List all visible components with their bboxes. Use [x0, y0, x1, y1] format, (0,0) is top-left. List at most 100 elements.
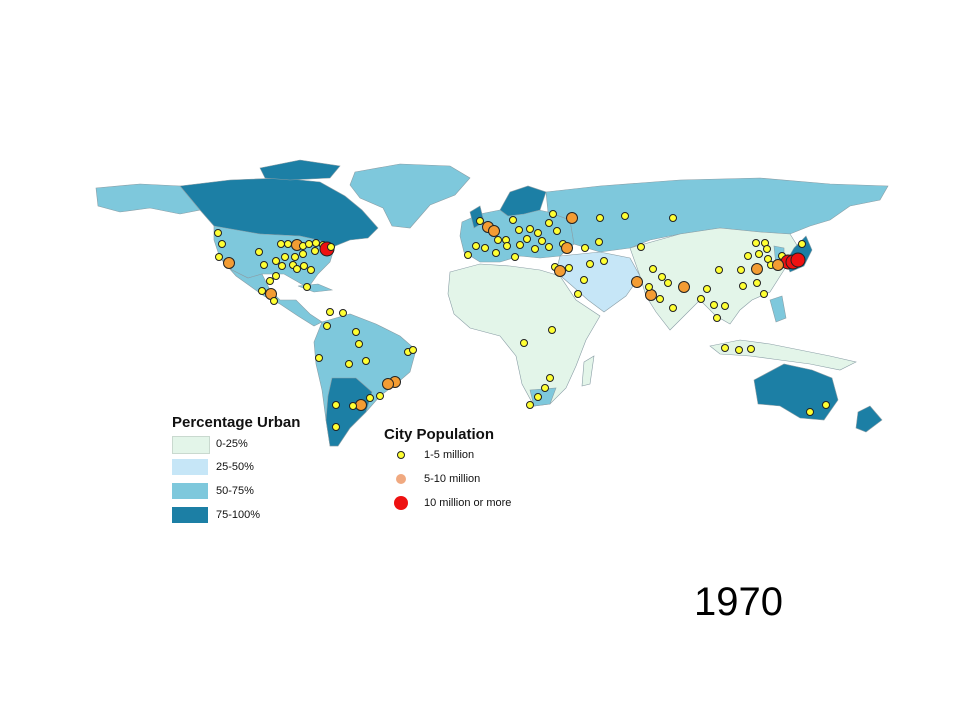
- city-dot-1-5m: [494, 236, 502, 244]
- city-dot-1-5m: [580, 276, 588, 284]
- city-dot-1-5m: [548, 326, 556, 334]
- city-dot-1-5m: [600, 257, 608, 265]
- city-dot-5-10m: [488, 225, 500, 237]
- city-dot-1-5m: [492, 249, 500, 257]
- city-dot-1-5m: [715, 266, 723, 274]
- city-dot-5-10m: [382, 378, 394, 390]
- australia: [753, 363, 839, 421]
- city-dot-10m-plus: [790, 252, 806, 268]
- city-dot-1-5m: [596, 214, 604, 222]
- greenland: [349, 163, 471, 229]
- city-dot-5-10m: [566, 212, 578, 224]
- city-dot-5-10m: [678, 281, 690, 293]
- city-dot-1-5m: [355, 340, 363, 348]
- cuba: [297, 283, 334, 293]
- city-dot-5-10m: [561, 242, 573, 254]
- indonesia: [709, 339, 857, 371]
- city-dot-5-10m: [223, 257, 235, 269]
- legend-city-label-large: 10 million or more: [424, 497, 512, 509]
- city-dot-1-5m: [312, 239, 320, 247]
- city-dot-1-5m: [822, 401, 830, 409]
- city-dot-1-5m: [669, 304, 677, 312]
- legend-label-25-50: 25-50%: [216, 461, 254, 473]
- city-dot-1-5m: [747, 345, 755, 353]
- southern-cone: [325, 377, 373, 447]
- city-dot-1-5m: [464, 251, 472, 259]
- city-dot-1-5m: [710, 301, 718, 309]
- city-dot-1-5m: [664, 279, 672, 287]
- city-dot-1-5m: [735, 346, 743, 354]
- city-dot-1-5m: [332, 401, 340, 409]
- city-dot-1-5m: [352, 328, 360, 336]
- city-dot-1-5m: [721, 344, 729, 352]
- city-dot-1-5m: [277, 240, 285, 248]
- city-dot-1-5m: [595, 238, 603, 246]
- arctic-islands: [259, 159, 341, 181]
- city-dot-1-5m: [541, 384, 549, 392]
- city-dot-1-5m: [270, 297, 278, 305]
- city-dot-1-5m: [339, 309, 347, 317]
- city-dot-1-5m: [284, 240, 292, 248]
- city-dot-1-5m: [515, 226, 523, 234]
- city-dot-1-5m: [349, 402, 357, 410]
- alaska: [95, 183, 201, 215]
- city-dot-1-5m: [511, 253, 519, 261]
- city-dot-5-10m: [772, 259, 784, 271]
- city-dot-1-5m: [520, 339, 528, 347]
- city-dot-1-5m: [806, 408, 814, 416]
- city-dot-1-5m: [637, 243, 645, 251]
- city-dot-1-5m: [656, 295, 664, 303]
- city-dot-1-5m: [278, 262, 286, 270]
- legend-swatch-0-25: [172, 436, 210, 454]
- city-dot-1-5m: [376, 392, 384, 400]
- city-dot-1-5m: [798, 240, 806, 248]
- city-dot-1-5m: [300, 262, 308, 270]
- city-dot-1-5m: [218, 240, 226, 248]
- city-dot-1-5m: [549, 210, 557, 218]
- madagascar: [581, 355, 595, 387]
- philippines: [769, 295, 787, 323]
- city-dot-1-5m: [545, 243, 553, 251]
- city-dot-1-5m: [272, 257, 280, 265]
- city-dot-1-5m: [516, 241, 524, 249]
- city-dot-1-5m: [327, 243, 335, 251]
- city-dot-1-5m: [299, 250, 307, 258]
- city-dot-1-5m: [509, 216, 517, 224]
- city-dot-5-10m: [554, 265, 566, 277]
- city-dot-1-5m: [658, 273, 666, 281]
- city-dot-1-5m: [586, 260, 594, 268]
- legend-city-label-small: 1-5 million: [424, 449, 475, 461]
- city-dot-1-5m: [531, 245, 539, 253]
- city-dot-1-5m: [255, 248, 263, 256]
- middle-east: [555, 251, 641, 313]
- city-dot-1-5m: [534, 393, 542, 401]
- city-dot-1-5m: [739, 282, 747, 290]
- city-dot-1-5m: [281, 253, 289, 261]
- city-dot-1-5m: [523, 235, 531, 243]
- city-dot-1-5m: [526, 401, 534, 409]
- city-dot-1-5m: [737, 266, 745, 274]
- legend-swatch-75-100: [172, 507, 208, 523]
- city-dot-1-5m: [332, 423, 340, 431]
- new-zealand: [855, 405, 883, 433]
- city-dot-5-10m: [645, 289, 657, 301]
- city-dot-1-5m: [753, 279, 761, 287]
- landmasses: [95, 159, 889, 447]
- legend-label-0-25: 0-25%: [216, 438, 248, 450]
- city-dot-1-5m: [215, 253, 223, 261]
- city-dot-1-5m: [362, 357, 370, 365]
- city-dot-1-5m: [744, 252, 752, 260]
- city-dot-1-5m: [534, 229, 542, 237]
- city-dot-1-5m: [526, 225, 534, 233]
- city-dot-1-5m: [546, 374, 554, 382]
- city-dot-1-5m: [713, 314, 721, 322]
- legend-label-50-75: 50-75%: [216, 485, 254, 497]
- city-dot-1-5m: [260, 261, 268, 269]
- city-dot-1-5m: [481, 244, 489, 252]
- city-dot-1-5m: [476, 217, 484, 225]
- city-dot-1-5m: [315, 354, 323, 362]
- city-dot-1-5m: [649, 265, 657, 273]
- city-dot-1-5m: [621, 212, 629, 220]
- city-dot-1-5m: [258, 287, 266, 295]
